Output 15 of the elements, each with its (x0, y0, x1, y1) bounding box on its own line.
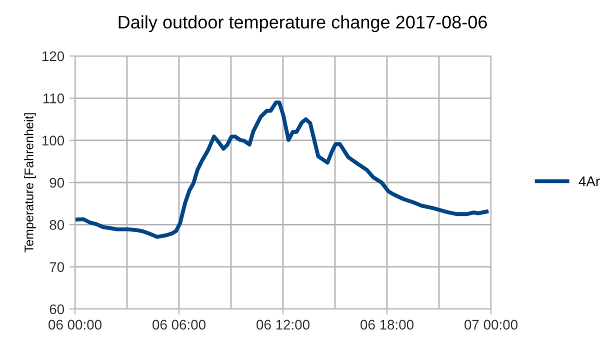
y-tick-label: 80 (50, 220, 64, 230)
y-tick-label: 90 (50, 178, 64, 188)
y-tick-label: 120 (42, 51, 64, 62)
x-tick-label: 06 06:00 (152, 320, 206, 330)
x-tick-label: 06 18:00 (360, 320, 414, 330)
y-tick-label: 100 (42, 136, 64, 146)
y-tick-label: 70 (50, 262, 64, 272)
chart-title: Daily outdoor temperature change 2017-08-06 (118, 15, 487, 32)
y-tick-label: 60 (50, 304, 64, 314)
legend-label: 4Ar (578, 176, 600, 186)
y-tick-label: 110 (43, 94, 64, 104)
x-tick-label: 06 00:00 (48, 320, 102, 330)
x-tick-label: 07 00:00 (464, 320, 518, 330)
x-tick-label: 06 12:00 (256, 320, 310, 330)
y-axis-title: Temperature [Fahrenheit] (24, 113, 36, 252)
